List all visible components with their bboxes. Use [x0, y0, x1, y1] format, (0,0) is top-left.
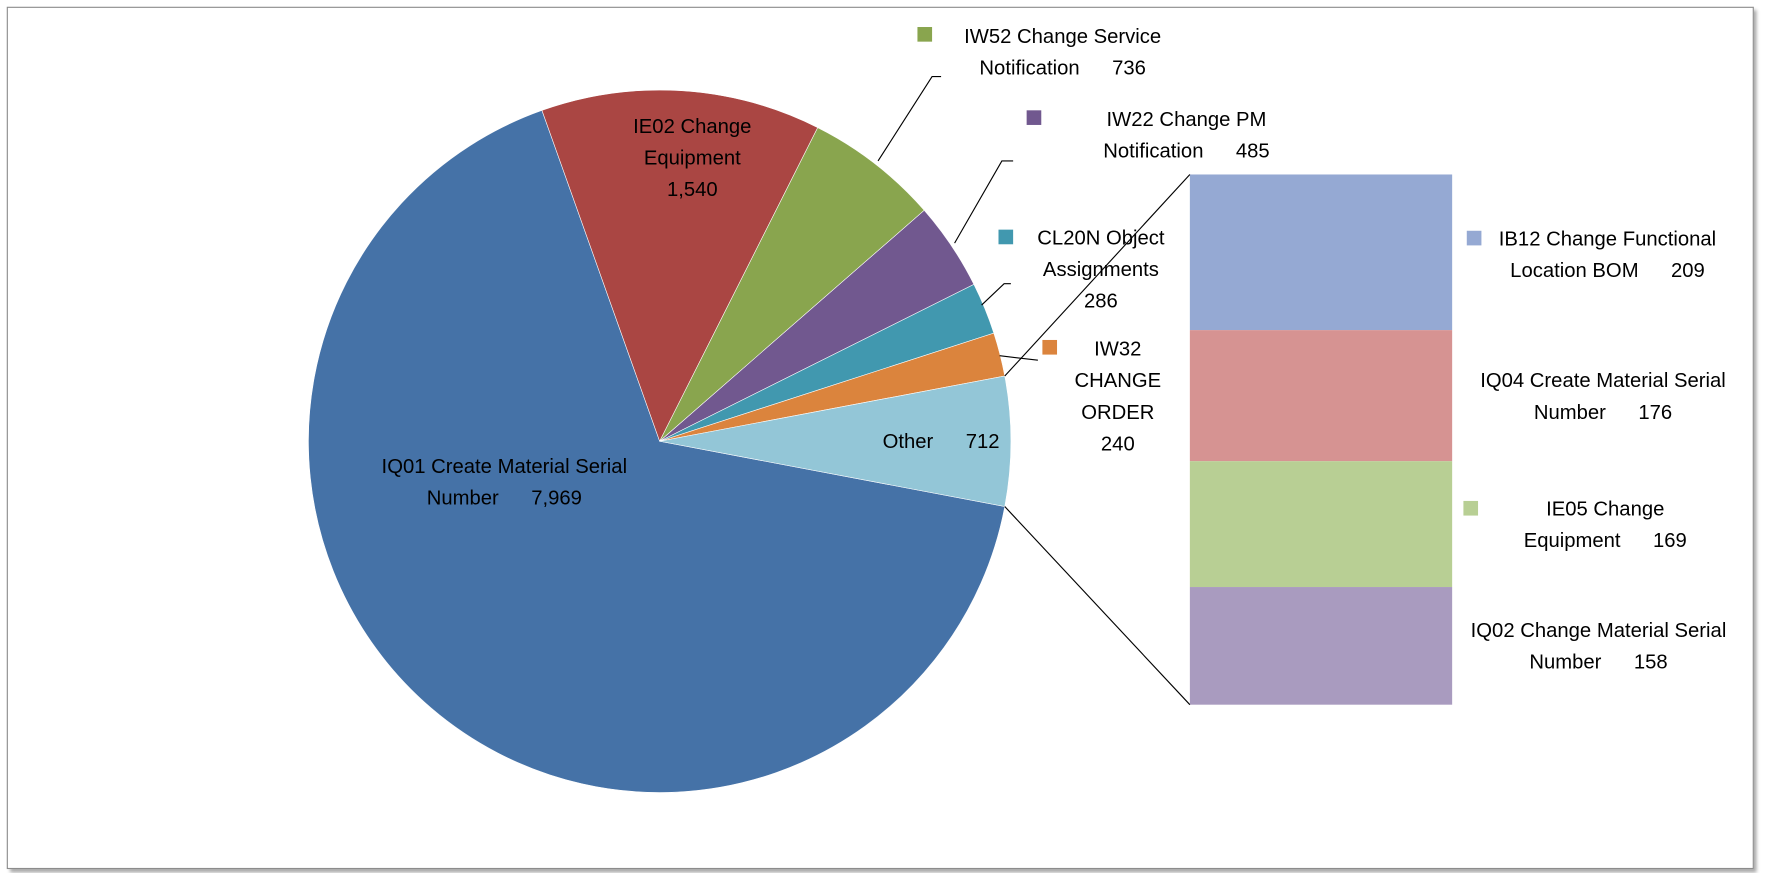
- data-label: IW52 Change Service Notification 736: [939, 20, 1187, 83]
- pie-slice: [541, 89, 819, 442]
- label-value: 158: [1633, 650, 1668, 674]
- pie-slice: [308, 110, 1006, 793]
- legend-swatch: [1463, 500, 1479, 516]
- data-label: Other 712: [874, 426, 1009, 458]
- leader-line: [877, 75, 942, 162]
- legend-swatch: [1042, 339, 1058, 355]
- data-label: IQ01 Create Material Serial Number 7,969: [341, 450, 667, 513]
- legend-swatch: [1026, 110, 1042, 125]
- bar-segment: [1189, 174, 1453, 331]
- label-value: 286: [1084, 289, 1118, 312]
- label-category: IW52 Change Service Notification: [964, 24, 1162, 79]
- label-category: Other: [882, 430, 934, 453]
- leader-line: [999, 355, 1038, 361]
- label-category: CL20N Object Assignments: [1037, 226, 1165, 281]
- label-category: IW32 CHANGE ORDER: [1074, 337, 1162, 424]
- connector-line: [1004, 506, 1191, 706]
- label-category: IW22 Change PM Notification: [1103, 108, 1267, 163]
- label-value: 240: [1100, 432, 1135, 455]
- legend-swatch: [917, 27, 933, 42]
- connector-line: [1004, 174, 1191, 377]
- data-label: IQ04 Create Material Serial Number 176: [1451, 365, 1755, 428]
- data-label: IW32 CHANGE ORDER 240: [1071, 333, 1166, 459]
- label-category: IE02 Change Equipment: [633, 114, 752, 169]
- label-value: 712: [965, 430, 1000, 453]
- data-label: IB12 Change Functional Location BOM 209: [1461, 223, 1754, 286]
- data-label: IQ02 Change Material Serial Number 158: [1441, 615, 1756, 678]
- label-value: 7,969: [531, 486, 582, 509]
- label-category: IQ04 Create Material Serial Number: [1480, 369, 1726, 424]
- pie-slice: [659, 375, 1012, 507]
- label-value: 176: [1638, 400, 1673, 424]
- bar-segment: [1189, 461, 1453, 588]
- label-value: 169: [1652, 529, 1687, 552]
- legend-swatch: [1466, 230, 1482, 246]
- legend-swatch: [998, 229, 1014, 245]
- data-label: IE02 Change Equipment 1,540: [614, 110, 772, 205]
- leader-line: [981, 283, 1011, 306]
- bar-segment: [1189, 587, 1453, 705]
- label-category: IE05 Change Equipment: [1523, 497, 1665, 552]
- data-label: IE05 Change Equipment 169: [1465, 493, 1746, 556]
- label-value: 736: [1112, 56, 1146, 79]
- label-category: IQ01 Create Material Serial Number: [381, 454, 628, 509]
- label-value: 485: [1235, 139, 1270, 163]
- pie-slice: [659, 127, 925, 442]
- data-label: IW22 Change PM Notification 485: [1051, 104, 1321, 167]
- label-value: 209: [1670, 258, 1705, 282]
- label-category: IB12 Change Functional Location BOM: [1498, 227, 1717, 282]
- label-category: IQ02 Change Material Serial Number: [1470, 619, 1727, 674]
- label-value: 1,540: [666, 177, 718, 201]
- data-label: CL20N Object Assignments 286: [1022, 222, 1180, 317]
- bar-segment: [1189, 330, 1453, 462]
- leader-line: [954, 160, 1014, 244]
